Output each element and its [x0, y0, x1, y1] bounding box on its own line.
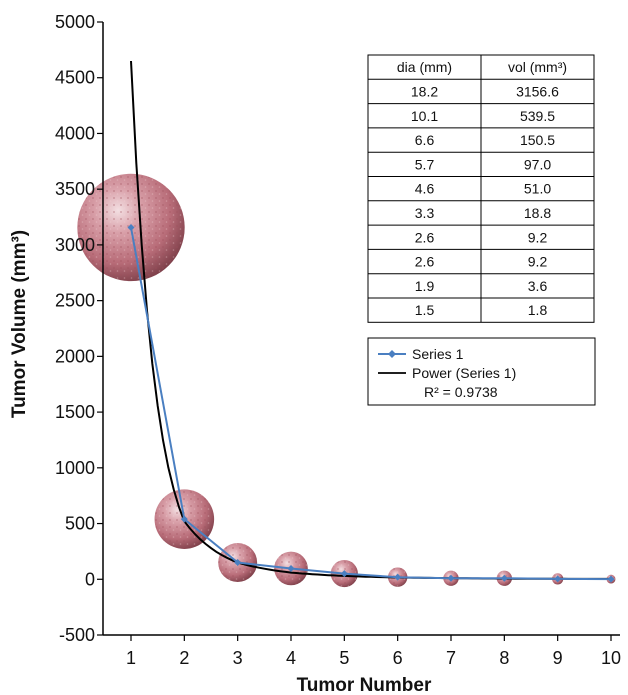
x-tick-label: 10: [601, 648, 621, 668]
table-cell: 4.6: [415, 181, 435, 197]
x-tick-label: 7: [446, 648, 456, 668]
x-tick-label: 1: [126, 648, 136, 668]
legend: Series 1 Power (Series 1) R² = 0.9738: [367, 337, 596, 406]
table-cell: 1.9: [415, 278, 435, 294]
x-tick-label: 2: [179, 648, 189, 668]
y-axis-title: Tumor Volume (mm³): [9, 230, 30, 418]
table-cell: 539.5: [520, 108, 555, 124]
table-cell: 1.8: [528, 302, 548, 318]
y-tick-label: -500: [59, 625, 95, 645]
legend-box: [367, 337, 596, 406]
x-tick-label: 3: [233, 648, 243, 668]
legend-power-label: Power (Series 1): [412, 365, 516, 381]
y-tick-label: 5000: [55, 12, 95, 32]
series-1-point: [394, 573, 402, 581]
table-header-cell: dia (mm): [397, 59, 452, 75]
series-1-point: [234, 558, 242, 566]
table-cell: 9.2: [528, 254, 548, 270]
series-1-point: [500, 574, 508, 582]
y-tick-label: 3500: [55, 179, 95, 199]
table-cell: 2.6: [415, 229, 435, 245]
tick-marks-and-labels: -500050010001500200025003000350040004500…: [55, 12, 621, 668]
table-cell: 2.6: [415, 254, 435, 270]
table-cell: 18.8: [524, 205, 551, 221]
table-cell: 3156.6: [516, 83, 559, 99]
y-tick-label: 4000: [55, 123, 95, 143]
y-tick-label: 3000: [55, 235, 95, 255]
table-cell: 18.2: [411, 83, 438, 99]
y-tick-label: 2500: [55, 291, 95, 311]
y-tick-label: 4500: [55, 68, 95, 88]
table-cell: 3.6: [528, 278, 548, 294]
table-cell: 51.0: [524, 181, 551, 197]
series-1-point: [340, 570, 348, 578]
x-tick-label: 8: [499, 648, 509, 668]
legend-r-squared: R² = 0.9738: [424, 384, 498, 400]
y-tick-label: 0: [85, 569, 95, 589]
data-table: dia (mm) vol (mm³) 18.2 3156.6 10.1 539.5 6.6 1…: [367, 54, 595, 323]
x-tick-label: 5: [339, 648, 349, 668]
axes: [102, 22, 620, 636]
y-tick-label: 2000: [55, 346, 95, 366]
table-cell: 150.5: [520, 132, 555, 148]
series-lines: [127, 60, 615, 583]
x-tick-label: 9: [553, 648, 563, 668]
series-1-point: [554, 575, 562, 583]
x-axis-title: Tumor Number: [297, 675, 432, 695]
table-cell: 97.0: [524, 156, 551, 172]
series-1-line: [130, 227, 612, 581]
series-1-point: [607, 575, 615, 583]
series-1-point: [127, 223, 135, 231]
x-tick-label: 6: [393, 648, 403, 668]
series-1-point: [287, 564, 295, 572]
series-1-point: [180, 515, 188, 523]
table-header-cell: vol (mm³): [508, 59, 567, 75]
x-tick-label: 4: [286, 648, 296, 668]
legend-series1-marker: [388, 350, 396, 358]
y-tick-label: 1000: [55, 458, 95, 478]
series-1-point: [447, 574, 455, 582]
table-cell: 5.7: [415, 156, 435, 172]
table-cell: 10.1: [411, 108, 438, 124]
legend-series1-label: Series 1: [412, 346, 464, 362]
table-cell: 9.2: [528, 229, 548, 245]
y-tick-label: 500: [65, 514, 95, 534]
table-cell: 3.3: [415, 205, 435, 221]
table-cell: 6.6: [415, 132, 435, 148]
y-tick-label: 1500: [55, 402, 95, 422]
table-cell: 1.5: [415, 302, 435, 318]
